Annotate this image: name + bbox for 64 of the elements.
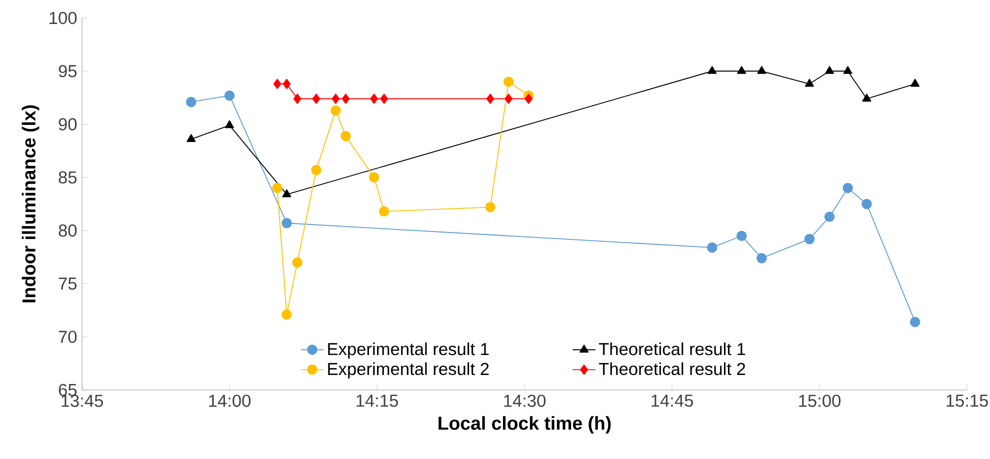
point xyxy=(804,78,814,87)
point xyxy=(368,172,380,183)
x-tick-label: 14:30 xyxy=(504,394,546,407)
point xyxy=(330,105,341,116)
point xyxy=(282,78,291,90)
point xyxy=(804,234,815,244)
x-tick-label: 15:00 xyxy=(799,394,841,407)
point xyxy=(825,66,834,74)
y-tick-label: 80 xyxy=(58,224,77,237)
y-tick-label: 65 xyxy=(58,384,77,396)
y-tick-label: 95 xyxy=(58,64,77,78)
point xyxy=(862,94,872,102)
point xyxy=(862,198,872,210)
x-tick-label: 14:00 xyxy=(209,394,251,407)
point xyxy=(311,164,322,176)
point xyxy=(292,257,302,268)
y-axis-title: Indoor illuminance (lx) xyxy=(22,105,40,302)
y-tick-label: 100 xyxy=(50,12,77,24)
point xyxy=(910,316,920,328)
y-tick-label: 85 xyxy=(58,171,77,184)
legend-label: Experimental result 2 xyxy=(328,362,489,379)
x-axis-title: Local clock time (h) xyxy=(438,416,611,434)
point xyxy=(282,189,292,198)
legend-label: Experimental result 1 xyxy=(328,342,489,359)
point xyxy=(332,94,340,104)
legend-label: Theoretical result 2 xyxy=(598,362,746,376)
point xyxy=(824,212,835,222)
point xyxy=(342,94,350,104)
y-tick-label: 70 xyxy=(58,330,77,343)
x-tick-label: 13:45 xyxy=(62,394,103,407)
point xyxy=(485,202,496,212)
point xyxy=(910,78,920,87)
point xyxy=(708,66,717,74)
x-tick-label: 14:45 xyxy=(652,394,693,407)
point xyxy=(524,94,533,104)
point xyxy=(486,94,494,104)
point xyxy=(186,96,196,108)
y-tick-label: 90 xyxy=(58,118,77,130)
point xyxy=(293,94,302,104)
point xyxy=(224,90,235,101)
point xyxy=(282,218,292,228)
point xyxy=(706,242,718,253)
point xyxy=(503,76,514,87)
point xyxy=(843,66,852,74)
point xyxy=(272,182,282,194)
point xyxy=(736,230,747,242)
point xyxy=(340,130,351,142)
point xyxy=(737,66,746,74)
point xyxy=(312,94,320,104)
x-tick-label: 15:15 xyxy=(946,394,988,407)
point xyxy=(380,94,388,104)
point xyxy=(756,253,767,264)
point xyxy=(842,182,853,194)
point xyxy=(224,120,234,128)
point xyxy=(186,134,196,142)
point xyxy=(504,94,513,104)
y-tick-label: 75 xyxy=(58,278,77,290)
point xyxy=(282,309,292,320)
point xyxy=(273,78,282,90)
point xyxy=(378,206,390,217)
x-tick-label: 14:15 xyxy=(356,394,398,407)
point xyxy=(370,94,378,104)
legend-label: Theoretical result 1 xyxy=(598,342,746,356)
point xyxy=(757,66,766,74)
